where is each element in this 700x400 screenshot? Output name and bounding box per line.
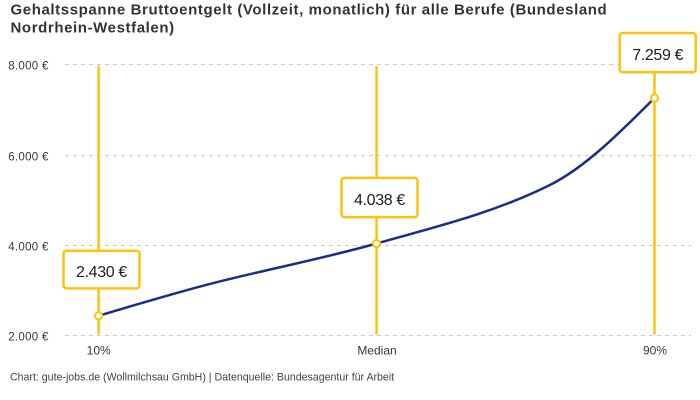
svg-text:8.000 €: 8.000 € <box>8 60 49 72</box>
svg-text:7.259 €: 7.259 € <box>632 47 683 64</box>
svg-text:90%: 90% <box>643 344 667 358</box>
svg-text:6.000 €: 6.000 € <box>8 151 49 163</box>
svg-text:4.038 €: 4.038 € <box>354 192 405 209</box>
svg-text:2.430 €: 2.430 € <box>76 264 127 281</box>
svg-text:Chart: gute-jobs.de (Wollmilch: Chart: gute-jobs.de (Wollmilchsau GmbH) … <box>10 372 394 384</box>
svg-text:Gehaltsspanne Bruttoentgelt (V: Gehaltsspanne Bruttoentgelt (Vollzeit, m… <box>11 1 608 18</box>
svg-text:Nordrhein-Westfalen): Nordrhein-Westfalen) <box>11 19 175 36</box>
svg-text:Median: Median <box>357 344 396 358</box>
svg-text:2.000 €: 2.000 € <box>8 331 49 343</box>
svg-text:4.000 €: 4.000 € <box>8 241 49 253</box>
svg-text:10%: 10% <box>87 344 111 358</box>
